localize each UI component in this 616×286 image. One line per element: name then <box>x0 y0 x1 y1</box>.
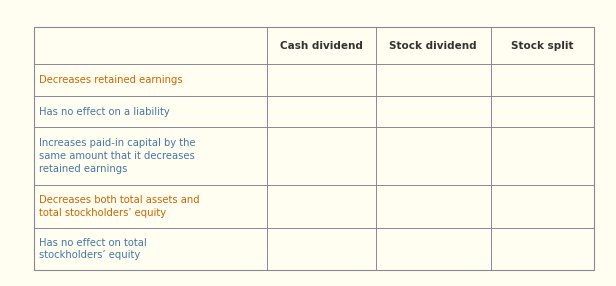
Text: Stock split: Stock split <box>511 41 574 51</box>
Text: Has no effect on total
stockholders’ equity: Has no effect on total stockholders’ equ… <box>39 238 147 260</box>
Bar <box>34 27 594 270</box>
Text: Increases paid-in capital by the
same amount that it decreases
retained earnings: Increases paid-in capital by the same am… <box>39 138 195 174</box>
Text: Decreases retained earnings: Decreases retained earnings <box>39 75 182 85</box>
Text: Cash dividend: Cash dividend <box>280 41 363 51</box>
Text: Has no effect on a liability: Has no effect on a liability <box>39 107 169 117</box>
Text: Decreases both total assets and
total stockholders’ equity: Decreases both total assets and total st… <box>39 195 200 218</box>
Text: Stock dividend: Stock dividend <box>389 41 477 51</box>
